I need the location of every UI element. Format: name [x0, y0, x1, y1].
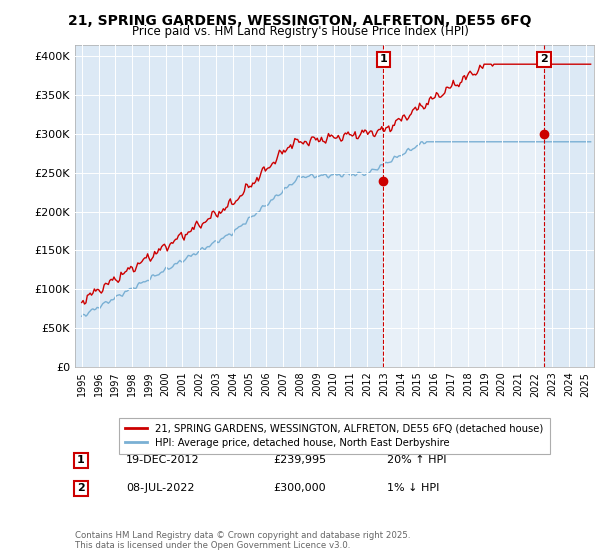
Text: £239,995: £239,995	[273, 455, 326, 465]
Text: Contains HM Land Registry data © Crown copyright and database right 2025.
This d: Contains HM Land Registry data © Crown c…	[75, 531, 410, 550]
Text: Price paid vs. HM Land Registry's House Price Index (HPI): Price paid vs. HM Land Registry's House …	[131, 25, 469, 38]
Text: 1% ↓ HPI: 1% ↓ HPI	[387, 483, 439, 493]
Text: 1: 1	[77, 455, 85, 465]
Text: £300,000: £300,000	[273, 483, 326, 493]
Text: 1: 1	[380, 54, 387, 64]
Text: 21, SPRING GARDENS, WESSINGTON, ALFRETON, DE55 6FQ: 21, SPRING GARDENS, WESSINGTON, ALFRETON…	[68, 14, 532, 28]
Text: 19-DEC-2012: 19-DEC-2012	[126, 455, 200, 465]
Legend: 21, SPRING GARDENS, WESSINGTON, ALFRETON, DE55 6FQ (detached house), HPI: Averag: 21, SPRING GARDENS, WESSINGTON, ALFRETON…	[119, 418, 550, 454]
Text: 08-JUL-2022: 08-JUL-2022	[126, 483, 194, 493]
Text: 20% ↑ HPI: 20% ↑ HPI	[387, 455, 446, 465]
Text: 2: 2	[540, 54, 548, 64]
Bar	[383, 45, 544, 367]
Text: 2: 2	[77, 483, 85, 493]
